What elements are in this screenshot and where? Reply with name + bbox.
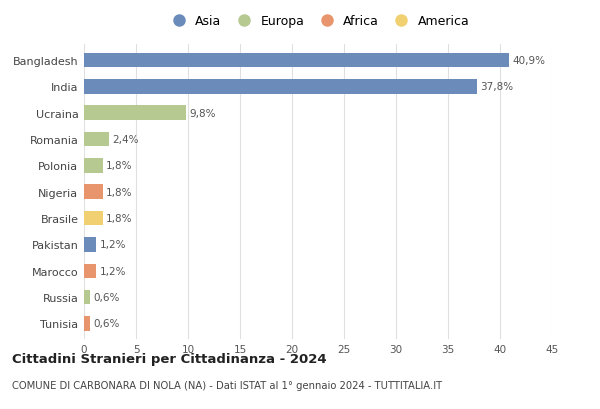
Text: 2,4%: 2,4% xyxy=(112,135,139,145)
Bar xyxy=(84,238,97,252)
Text: 1,2%: 1,2% xyxy=(100,266,126,276)
Bar xyxy=(84,106,186,121)
Text: 37,8%: 37,8% xyxy=(480,82,514,92)
Bar xyxy=(84,185,103,200)
Text: 1,8%: 1,8% xyxy=(106,213,133,223)
Bar xyxy=(84,80,477,94)
Text: 40,9%: 40,9% xyxy=(512,56,545,66)
Text: COMUNE DI CARBONARA DI NOLA (NA) - Dati ISTAT al 1° gennaio 2024 - TUTTITALIA.IT: COMUNE DI CARBONARA DI NOLA (NA) - Dati … xyxy=(12,380,442,391)
Text: 1,8%: 1,8% xyxy=(106,161,133,171)
Bar xyxy=(84,159,103,173)
Text: 0,6%: 0,6% xyxy=(94,292,120,302)
Bar xyxy=(84,264,97,279)
Bar xyxy=(84,133,109,147)
Bar xyxy=(84,290,90,305)
Text: 1,8%: 1,8% xyxy=(106,187,133,197)
Bar xyxy=(84,211,103,226)
Bar xyxy=(84,54,509,68)
Bar xyxy=(84,317,90,331)
Text: 1,2%: 1,2% xyxy=(100,240,126,250)
Text: Cittadini Stranieri per Cittadinanza - 2024: Cittadini Stranieri per Cittadinanza - 2… xyxy=(12,352,326,365)
Legend: Asia, Europa, Africa, America: Asia, Europa, Africa, America xyxy=(161,10,475,33)
Text: 0,6%: 0,6% xyxy=(94,319,120,329)
Text: 9,8%: 9,8% xyxy=(189,108,215,118)
